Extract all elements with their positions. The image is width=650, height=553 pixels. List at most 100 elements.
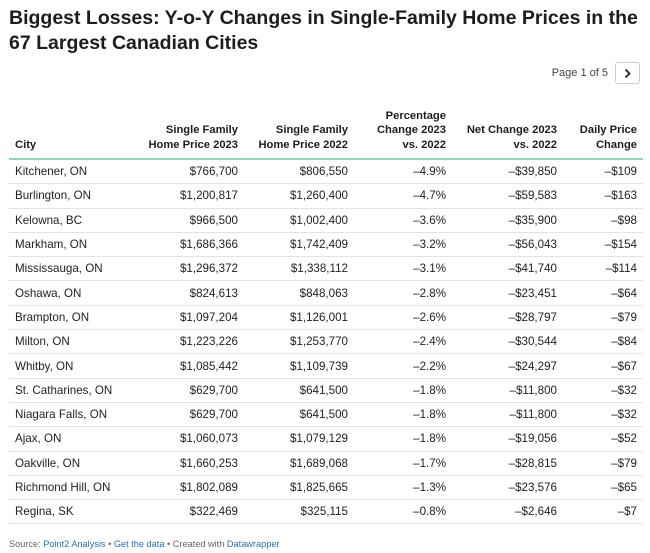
value-cell: –$30,544: [452, 329, 563, 355]
column-header: City: [9, 102, 129, 160]
next-page-button[interactable]: [615, 62, 640, 84]
value-cell: –$154: [563, 232, 643, 258]
value-cell: $1,002,400: [244, 208, 354, 233]
table-row: Niagara Falls, ON $629,700 $641,500 –1.8% –$…: [9, 402, 643, 428]
value-cell: –$67: [563, 353, 643, 379]
city-cell: Oakville, ON: [9, 451, 129, 476]
value-cell: –$98: [563, 208, 643, 233]
page-indicator: Page 1 of 5: [551, 67, 608, 79]
table-row: Mississauga, ON $1,296,372 $1,338,112 –3.1%…: [9, 256, 643, 282]
city-cell: Markham, ON: [9, 232, 129, 258]
city-cell: Oshawa, ON: [9, 280, 129, 306]
value-cell: –$19,056: [452, 426, 563, 452]
value-cell: –1.8%: [354, 426, 452, 452]
value-cell: –3.2%: [354, 232, 452, 258]
value-cell: –$24,297: [452, 353, 563, 379]
value-cell: $1,079,129: [244, 426, 354, 452]
value-cell: –$7: [563, 499, 643, 525]
value-cell: $1,825,665: [244, 475, 354, 501]
city-cell: Ajax, ON: [9, 426, 129, 452]
value-cell: –2.4%: [354, 329, 452, 355]
value-cell: $1,223,226: [129, 329, 244, 355]
datawrapper-link[interactable]: Datawrapper: [226, 539, 280, 549]
value-cell: –$32: [563, 378, 643, 403]
value-cell: $1,126,001: [244, 305, 354, 331]
value-cell: $1,660,253: [129, 451, 244, 476]
get-data-link[interactable]: Get the data: [113, 539, 165, 549]
value-cell: –4.9%: [354, 159, 452, 185]
value-cell: –$2,646: [452, 499, 563, 525]
value-cell: $1,689,068: [244, 451, 354, 476]
table-row: Oakville, ON $1,660,253 $1,689,068 –1.7% –$2…: [9, 451, 643, 476]
chart-title: Biggest Losses: Y-o-Y Changes in Single-…: [9, 7, 638, 54]
column-header: Percentage Change 2023 vs. 2022: [354, 102, 452, 160]
value-cell: $325,115: [244, 499, 354, 525]
value-cell: $1,200,817: [129, 183, 244, 209]
city-cell: Burlington, ON: [9, 183, 129, 209]
value-cell: –$35,900: [452, 208, 563, 233]
value-cell: –$11,800: [452, 402, 563, 428]
footer-separator: •: [105, 539, 114, 549]
value-cell: –$41,740: [452, 256, 563, 282]
city-cell: Brampton, ON: [9, 305, 129, 331]
column-header: Single Family Home Price 2023: [129, 102, 244, 160]
value-cell: $1,296,372: [129, 256, 244, 282]
value-cell: –$163: [563, 183, 643, 209]
value-cell: –1.8%: [354, 378, 452, 403]
footer: Source: Point2 Analysis • Get the data •…: [9, 539, 280, 549]
city-cell: Kitchener, ON: [9, 159, 129, 185]
city-cell: Milton, ON: [9, 329, 129, 355]
value-cell: –$79: [563, 451, 643, 476]
value-cell: –$28,797: [452, 305, 563, 331]
table-row: Regina, SK $322,469 $325,115 –0.8% –$2,646 –$…: [9, 499, 643, 525]
value-cell: $1,060,073: [129, 426, 244, 452]
value-cell: $322,469: [129, 499, 244, 525]
value-cell: –2.2%: [354, 353, 452, 379]
value-cell: –4.7%: [354, 183, 452, 209]
chevron-right-icon: [623, 68, 632, 79]
value-cell: $1,260,400: [244, 183, 354, 209]
value-cell: $966,500: [129, 208, 244, 233]
table-body: Kitchener, ON $766,700 $806,550 –4.9% –$39,8…: [9, 159, 643, 525]
table-row: St. Catharines, ON $629,700 $641,500 –1.8% –…: [9, 378, 643, 403]
city-cell: Mississauga, ON: [9, 256, 129, 282]
table-row: Whitby, ON $1,085,442 $1,109,739 –2.2% –$24,…: [9, 353, 643, 379]
table-row: Milton, ON $1,223,226 $1,253,770 –2.4% –$30,…: [9, 329, 643, 355]
city-cell: Niagara Falls, ON: [9, 402, 129, 428]
value-cell: –2.6%: [354, 305, 452, 331]
value-cell: –0.8%: [354, 499, 452, 525]
value-cell: $848,063: [244, 280, 354, 306]
source-prefix: Source:: [9, 539, 44, 549]
value-cell: –$11,800: [452, 378, 563, 403]
table-row: Ajax, ON $1,060,073 $1,079,129 –1.8% –$19,05…: [9, 426, 643, 452]
value-cell: –$39,850: [452, 159, 563, 185]
value-cell: $806,550: [244, 159, 354, 185]
value-cell: –1.7%: [354, 451, 452, 476]
source-link[interactable]: Point2 Analysis: [43, 539, 106, 549]
column-header: Single Family Home Price 2022: [244, 102, 354, 160]
value-cell: $1,253,770: [244, 329, 354, 355]
value-cell: –3.1%: [354, 256, 452, 282]
value-cell: $1,085,442: [129, 353, 244, 379]
value-cell: $629,700: [129, 402, 244, 428]
value-cell: –2.8%: [354, 280, 452, 306]
pagination: Page 1 of 5: [552, 62, 640, 84]
column-header: Daily Price Change: [563, 102, 643, 160]
table-row: Burlington, ON $1,200,817 $1,260,400 –4.7% –…: [9, 183, 643, 209]
city-cell: Richmond Hill, ON: [9, 475, 129, 501]
table-row: Kelowna, BC $966,500 $1,002,400 –3.6% –$35,9…: [9, 208, 643, 233]
value-cell: $641,500: [244, 378, 354, 403]
footer-created-with: • Created with: [164, 539, 227, 549]
value-cell: $766,700: [129, 159, 244, 185]
value-cell: –$84: [563, 329, 643, 355]
value-cell: –$65: [563, 475, 643, 501]
city-cell: Kelowna, BC: [9, 208, 129, 233]
value-cell: $1,742,409: [244, 232, 354, 258]
value-cell: –1.3%: [354, 475, 452, 501]
value-cell: –$28,815: [452, 451, 563, 476]
value-cell: –$59,583: [452, 183, 563, 209]
value-cell: –$23,576: [452, 475, 563, 501]
data-table: City Single Family Home Price 2023 Single …: [9, 102, 643, 525]
value-cell: –$56,043: [452, 232, 563, 258]
value-cell: $629,700: [129, 378, 244, 403]
